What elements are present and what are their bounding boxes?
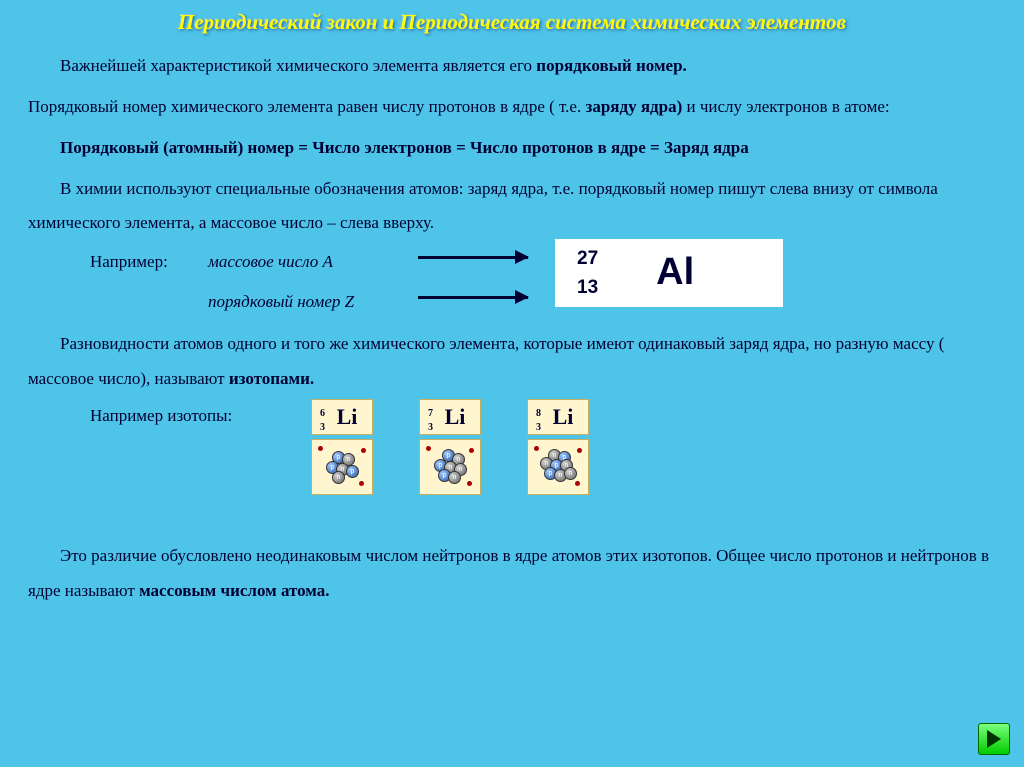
content-area: Важнейшей характеристикой химического эл…: [0, 49, 1024, 609]
p1-bold: порядковый номер.: [536, 56, 687, 75]
iso-z: 3: [536, 418, 541, 439]
p4-a: Разновидности атомов одного и того же хи…: [28, 334, 944, 388]
isotope-li7: 7 3 Li p n p n n p n: [419, 399, 481, 495]
al-example: Например: массовое число А порядковый но…: [28, 243, 996, 321]
p2-a: Порядковый номер химического элемента ра…: [28, 97, 585, 116]
isotope-li6: 6 3 Li p n p n p n: [311, 399, 373, 495]
next-button[interactable]: [978, 723, 1010, 755]
iso-sym: Li: [337, 394, 358, 439]
arrow-icon: [418, 253, 528, 261]
iso-z: 3: [320, 418, 325, 439]
al-mass: 27: [577, 244, 598, 273]
p2-b: заряду ядра): [585, 97, 682, 116]
paragraph-5: Это различие обусловлено неодинаковым чи…: [28, 539, 996, 609]
nucleus-diagram: p n p n n p n: [419, 439, 481, 495]
paragraph-1: Важнейшей характеристикой химического эл…: [28, 49, 996, 84]
page-title: Периодический закон и Периодическая сист…: [0, 0, 1024, 43]
nucleus-diagram: p n p n p n: [311, 439, 373, 495]
iso-sym: Li: [553, 394, 574, 439]
arrow-icon: [418, 293, 528, 301]
isotopes-example: Например изотопы: 6 3 Li p n p n p n: [28, 399, 996, 515]
mass-number-label: массовое число А: [208, 245, 333, 280]
isotopes-label: Например изотопы:: [58, 399, 232, 434]
paragraph-4: Разновидности атомов одного и того же хи…: [28, 327, 996, 397]
p5-b: массовым числом атома.: [139, 581, 329, 600]
equation: Порядковый (атомный) номер = Число элект…: [28, 131, 996, 166]
paragraph-2: Порядковый номер химического элемента ра…: [28, 90, 996, 125]
iso-z: 3: [428, 418, 433, 439]
iso-sym: Li: [445, 394, 466, 439]
example-label: Например:: [58, 245, 168, 280]
al-symbol: Al: [656, 234, 694, 312]
p2-c: и числу электронов в атоме:: [682, 97, 889, 116]
element-box-al: 27 13 Al: [555, 239, 783, 307]
isotope-li8: 8 3 Li n p n p n p n n: [527, 399, 589, 495]
nucleus-diagram: n p n p n p n n: [527, 439, 589, 495]
p4-b: изотопами.: [229, 369, 314, 388]
p1-text: Важнейшей характеристикой химического эл…: [60, 56, 536, 75]
al-z: 13: [577, 273, 598, 302]
atomic-number-label: порядковый номер Z: [208, 285, 354, 320]
paragraph-3: В химии используют специальные обозначен…: [28, 172, 996, 242]
